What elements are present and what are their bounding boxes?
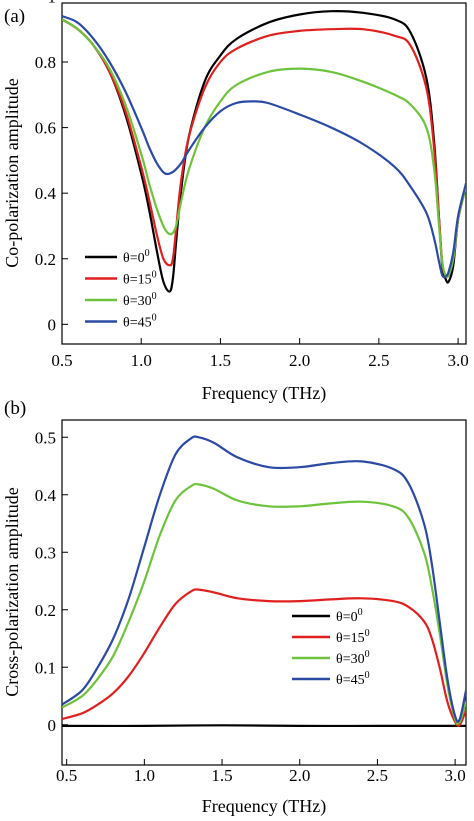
x-tick-label: 1.0	[134, 766, 155, 785]
x-tick-label: 2.5	[367, 766, 388, 785]
panel-a-x-ticks: 0.5 1.0 1.5 2.0 2.5 3.0	[51, 338, 469, 370]
legend-label: θ=00	[336, 607, 363, 625]
series-line-theta-15	[62, 18, 466, 279]
series-line-theta-30	[62, 482, 466, 725]
x-tick-label: 1.5	[210, 351, 231, 370]
series-line-theta-45	[62, 15, 466, 279]
x-tick-label: 1.5	[211, 766, 232, 785]
y-tick-label: 0.2	[35, 250, 56, 269]
panel-b-legend: θ=00 θ=150 θ=300 θ=450	[292, 607, 370, 688]
panel-b-y-axis-title: Cross-polarization amplitude	[2, 487, 22, 696]
y-tick-label: 1	[48, 0, 57, 6]
series-line-theta-45	[62, 435, 466, 723]
y-tick-label: 0	[48, 716, 57, 735]
panel-a-frame	[61, 2, 467, 345]
y-tick-label: 0.3	[35, 543, 56, 562]
panel-b-series	[62, 435, 466, 728]
series-line-theta-0	[62, 10, 466, 293]
panel-b-x-axis-title: Frequency (THz)	[202, 796, 326, 817]
legend-label: θ=300	[336, 649, 370, 667]
y-tick-label: 0.6	[35, 119, 56, 138]
panel-b-frame	[61, 419, 467, 766]
panel-a-legend: θ=00 θ=150 θ=300 θ=450	[85, 248, 157, 331]
series-line-theta-0	[62, 724, 466, 728]
x-tick-label: 3.0	[447, 351, 468, 370]
series-line-theta-15	[62, 588, 466, 727]
panel-a-series	[62, 10, 466, 293]
y-tick-label: 0.4	[35, 486, 57, 505]
panel-b: (b) Frequency (THz) Cross-polarization a…	[2, 398, 467, 817]
x-tick-label: 1.0	[131, 351, 152, 370]
y-tick-label: 0.2	[35, 601, 56, 620]
panel-a-x-axis-title: Frequency (THz)	[202, 383, 326, 404]
y-tick-label: 0.1	[35, 658, 56, 677]
panel-a: (a) Frequency (THz) Co-polarization ampl…	[2, 0, 469, 404]
y-tick-label: 0.8	[35, 53, 56, 72]
series-line-theta-30	[62, 18, 466, 279]
legend-label: θ=00	[123, 248, 150, 266]
legend-label: θ=450	[123, 313, 157, 331]
x-tick-label: 3.0	[444, 766, 465, 785]
panel-a-y-axis-title: Co-polarization amplitude	[2, 78, 22, 267]
x-tick-label: 2.5	[368, 351, 389, 370]
x-tick-label: 2.0	[289, 351, 310, 370]
panel-a-label: (a)	[4, 6, 25, 27]
legend-label: θ=150	[336, 628, 370, 646]
legend-label: θ=150	[123, 270, 157, 288]
y-tick-label: 0.4	[35, 184, 57, 203]
panel-b-label: (b)	[4, 398, 26, 419]
legend-label: θ=450	[336, 670, 370, 688]
panel-b-x-ticks: 0.5 1.0 1.5 2.0 2.5 3.0	[56, 759, 466, 785]
x-tick-label: 0.5	[56, 766, 77, 785]
legend-label: θ=300	[123, 291, 157, 309]
x-tick-label: 0.5	[51, 351, 72, 370]
y-tick-label: 0.5	[35, 428, 56, 447]
panel-a-y-ticks: 0 0.2 0.4 0.6 0.8 1	[35, 0, 68, 334]
x-tick-label: 2.0	[289, 766, 310, 785]
panel-b-y-ticks: 0 0.1 0.2 0.3 0.4 0.5	[35, 428, 68, 735]
y-tick-label: 0	[48, 315, 57, 334]
